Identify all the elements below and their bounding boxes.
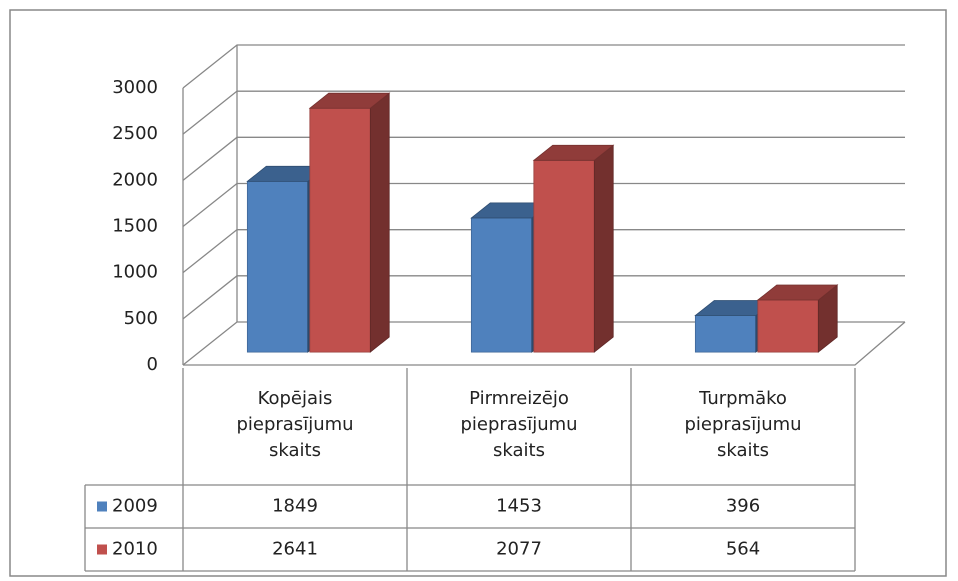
bar-front bbox=[757, 299, 819, 353]
x-tick-label: Turpmāko pieprasījumu skaits bbox=[684, 388, 802, 461]
bar bbox=[756, 284, 839, 353]
bar-top bbox=[756, 284, 839, 301]
bar-front bbox=[309, 107, 371, 353]
bar bbox=[532, 144, 615, 353]
bar-front bbox=[533, 159, 595, 353]
legend-key bbox=[97, 544, 107, 555]
y-tick-label: 1500 bbox=[112, 216, 158, 237]
table-value: 2641 bbox=[272, 539, 318, 560]
legend-label: 2010 bbox=[112, 539, 158, 560]
y-tick-label: 1000 bbox=[112, 262, 158, 283]
floor bbox=[183, 321, 906, 366]
y-tick-label: 0 bbox=[147, 354, 158, 375]
bar-side bbox=[369, 92, 390, 353]
bar-front bbox=[694, 315, 757, 353]
category-cell: Turpmāko pieprasījumu skaits bbox=[684, 388, 802, 461]
y-tick-label: 500 bbox=[124, 308, 158, 329]
bar-side bbox=[593, 144, 614, 353]
bar-front bbox=[470, 217, 533, 353]
table-value: 2077 bbox=[496, 539, 542, 560]
legend-key bbox=[97, 501, 107, 512]
legend-label: 2009 bbox=[112, 496, 158, 517]
bar-top bbox=[308, 92, 391, 109]
bar-front bbox=[246, 180, 309, 353]
table-value: 564 bbox=[726, 539, 760, 560]
category-cell: Pirmreizējo pieprasījumu skaits bbox=[460, 388, 578, 461]
bar-top bbox=[532, 144, 615, 161]
x-tick-label: Kopējais pieprasījumu skaits bbox=[236, 388, 354, 461]
y-tick-label: 2000 bbox=[112, 169, 158, 190]
table-value: 396 bbox=[726, 496, 760, 517]
x-tick-label: Pirmreizējo pieprasījumu skaits bbox=[460, 388, 578, 461]
bar bbox=[308, 92, 391, 353]
category-cell: Kopējais pieprasījumu skaits bbox=[236, 388, 354, 461]
y-tick-label: 3000 bbox=[112, 77, 158, 98]
table-value: 1453 bbox=[496, 496, 542, 517]
y-tick-label: 2500 bbox=[112, 123, 158, 144]
table-value: 1849 bbox=[272, 496, 318, 517]
